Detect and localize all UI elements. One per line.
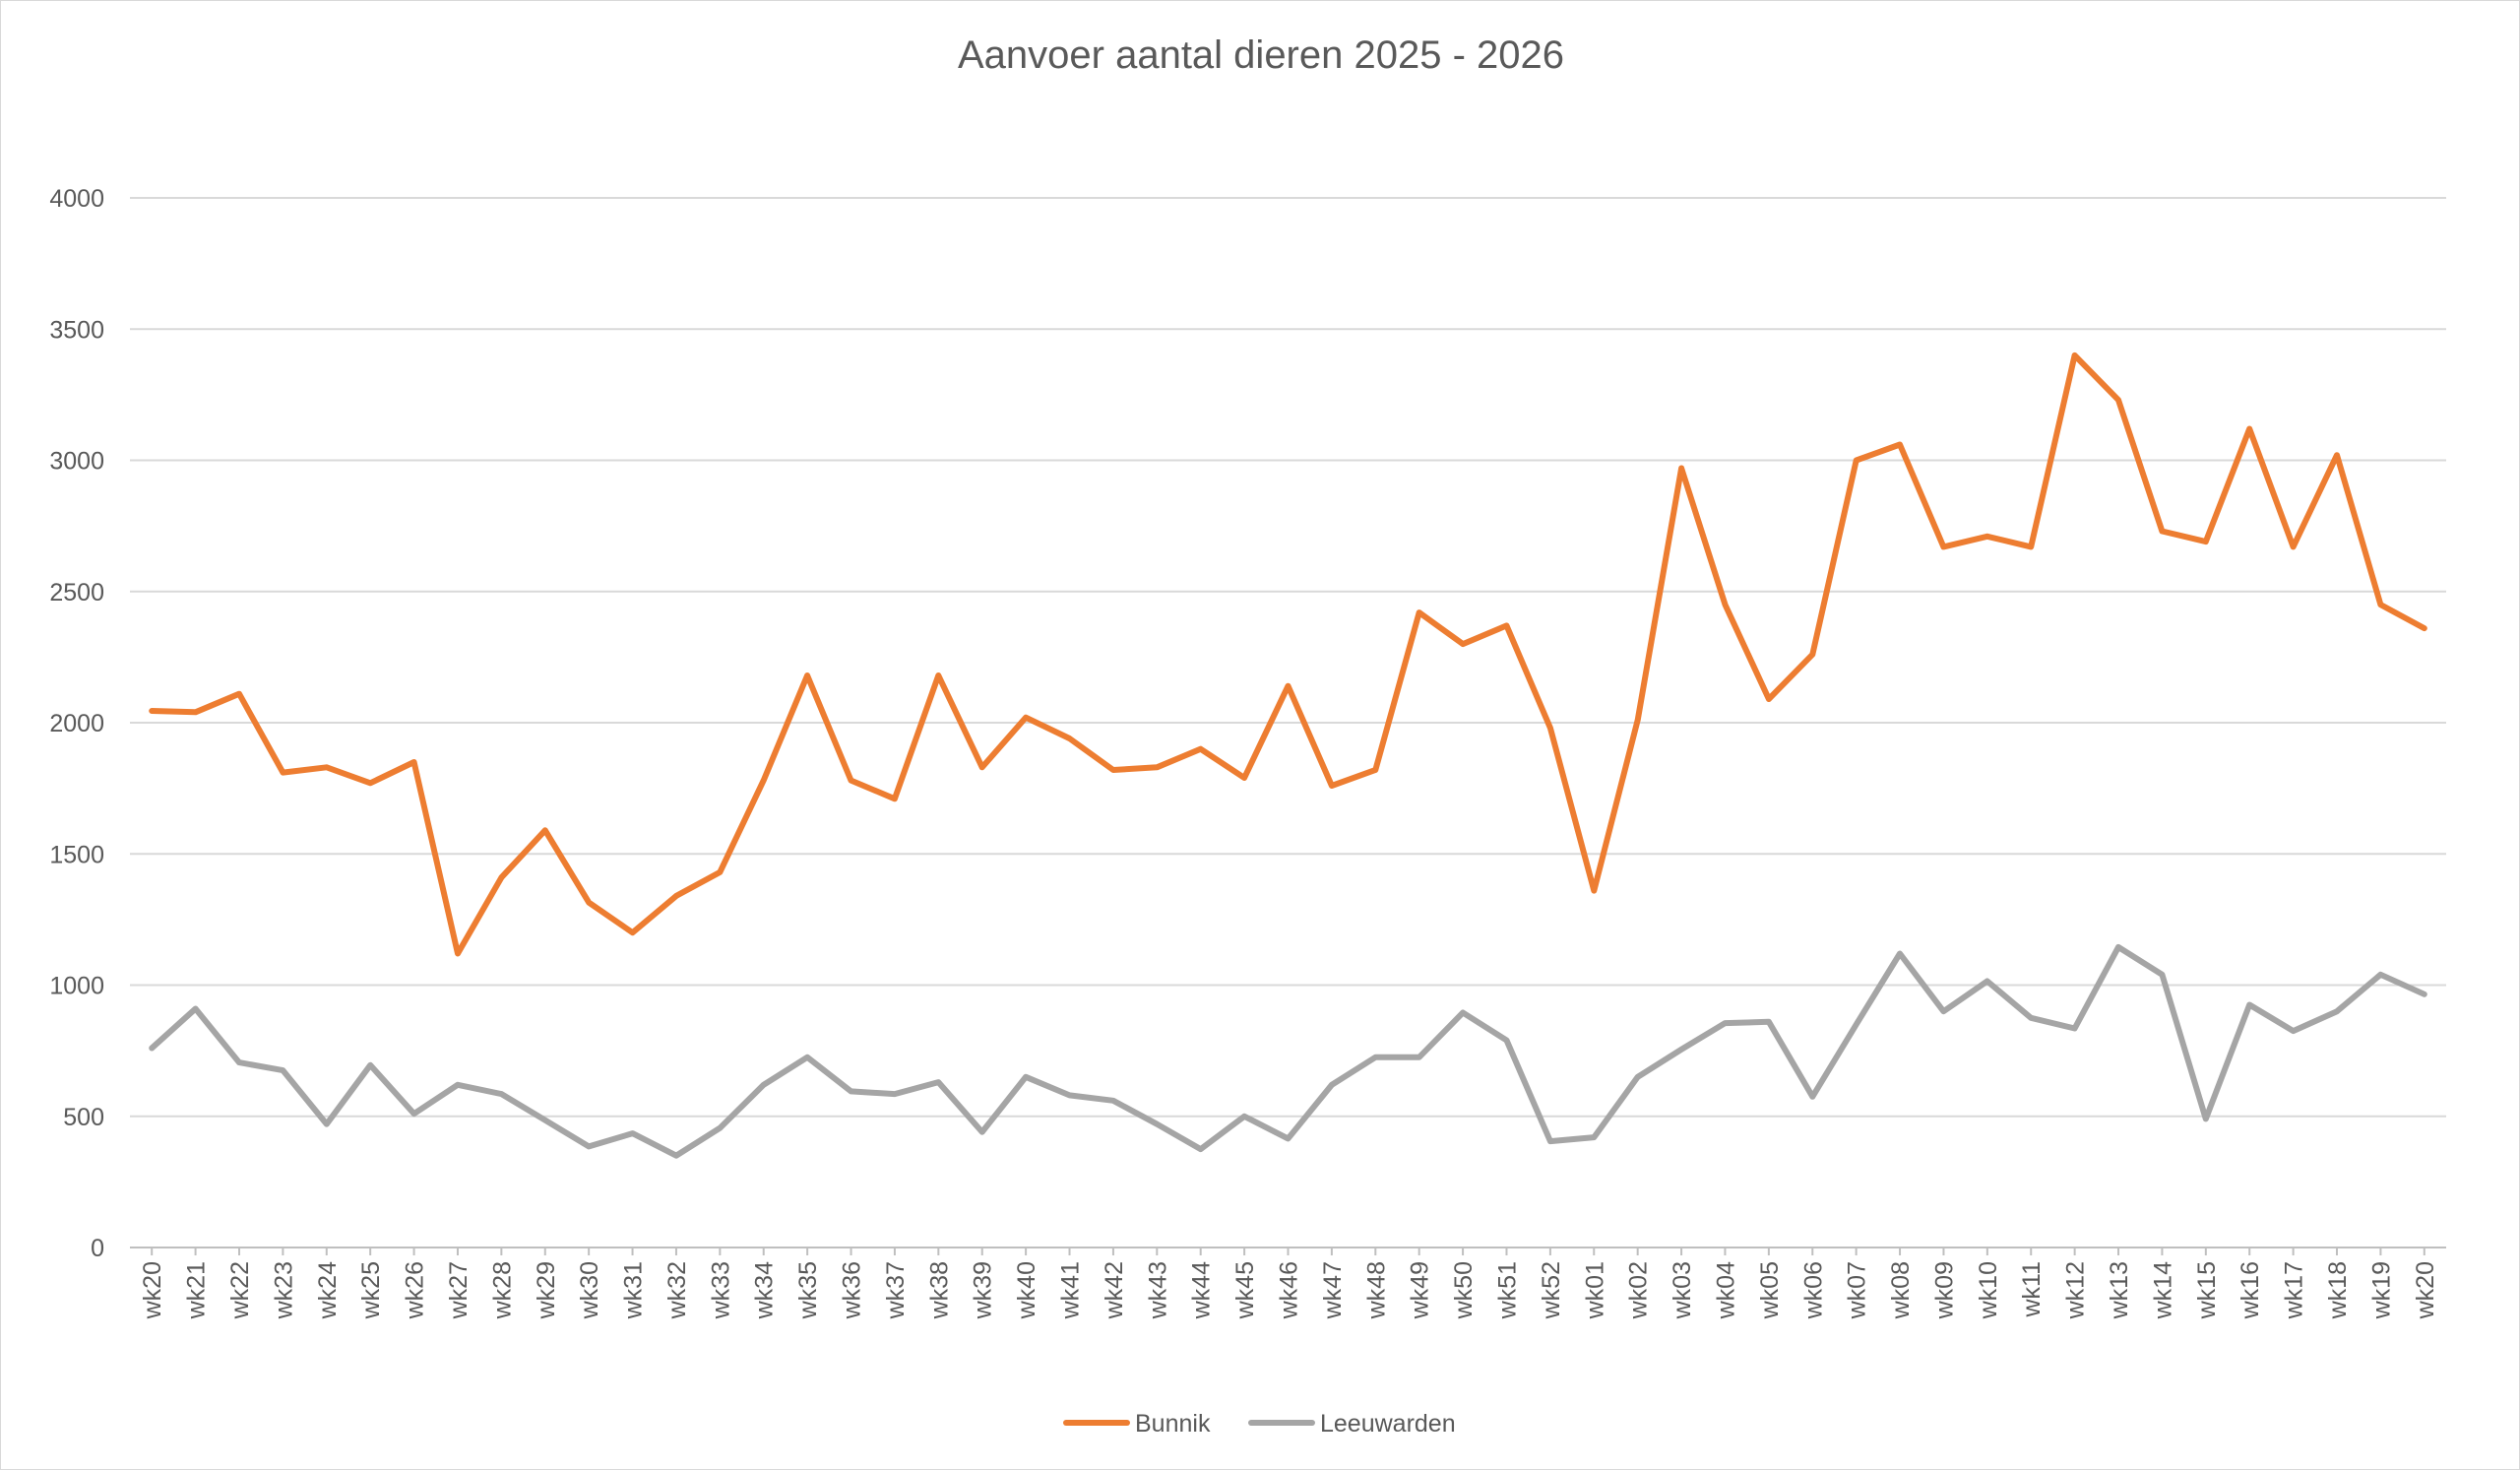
y-tick-label: 4000 xyxy=(49,185,104,213)
x-tick-label: wk03 xyxy=(1669,1261,1696,1319)
x-tick-label: wk41 xyxy=(1057,1261,1085,1319)
y-tick-label: 1500 xyxy=(49,841,104,868)
series-line-bunnik xyxy=(149,352,2427,957)
x-tick-label: wk22 xyxy=(226,1261,254,1319)
x-axis-ticks: wk20 wk21 wk22 wk23 wk24 wk25 wk26 wk27 wk28 wk29… xyxy=(139,1247,2439,1319)
x-tick-label: wk13 xyxy=(2106,1261,2133,1319)
x-tick-label: wk16 xyxy=(2236,1261,2264,1319)
gridlines xyxy=(130,197,2446,1248)
x-tick-label: wk11 xyxy=(2018,1261,2046,1318)
legend: Bunnik Leeuwarden xyxy=(1063,1410,1456,1438)
x-tick-label: wk39 xyxy=(970,1261,997,1319)
y-tick-label: 1000 xyxy=(49,973,104,1000)
x-tick-label: wk37 xyxy=(882,1261,910,1319)
x-tick-label: wk35 xyxy=(794,1261,822,1319)
x-tick-label: wk27 xyxy=(445,1261,472,1319)
y-tick-label: 3500 xyxy=(49,316,104,344)
x-tick-label: wk31 xyxy=(620,1261,648,1319)
x-tick-label: wk24 xyxy=(314,1261,342,1319)
x-tick-label: wk48 xyxy=(1362,1261,1390,1319)
x-tick-label: wk17 xyxy=(2281,1261,2308,1319)
x-tick-label: wk52 xyxy=(1538,1261,1565,1319)
y-tick-label: 0 xyxy=(91,1235,104,1262)
y-tick-label: 500 xyxy=(63,1104,104,1131)
x-tick-label: wk02 xyxy=(1625,1261,1653,1319)
x-tick-label: wk10 xyxy=(1975,1261,2002,1319)
y-tick-label: 2000 xyxy=(49,710,104,737)
x-tick-label: wk18 xyxy=(2324,1261,2352,1319)
x-tick-label: wk06 xyxy=(1799,1261,1827,1319)
x-tick-label: wk29 xyxy=(533,1261,560,1319)
y-tick-label: 3000 xyxy=(49,448,104,476)
x-tick-label: wk50 xyxy=(1450,1261,1478,1319)
x-tick-label: wk26 xyxy=(402,1261,429,1319)
x-tick-label: wk30 xyxy=(576,1261,603,1319)
y-axis-ticks: 0 500 1000 1500 2000 2500 3000 3500 4000 xyxy=(49,185,104,1262)
x-tick-label: wk04 xyxy=(1712,1261,1739,1319)
x-tick-label: wk01 xyxy=(1581,1261,1608,1319)
x-tick-label: wk14 xyxy=(2149,1261,2176,1319)
series-line-leeuwarden xyxy=(149,943,2427,1159)
x-tick-label: wk20 xyxy=(139,1261,166,1319)
x-tick-label: wk40 xyxy=(1013,1261,1040,1319)
x-tick-label: wk33 xyxy=(707,1261,734,1319)
x-tick-label: wk34 xyxy=(751,1261,779,1319)
x-tick-label: wk38 xyxy=(925,1261,953,1319)
x-tick-label: wk12 xyxy=(2062,1261,2090,1319)
legend-label-bunnik: Bunnik xyxy=(1135,1410,1211,1438)
x-tick-label: wk46 xyxy=(1276,1261,1303,1319)
chart-title: Aanvoer aantal dieren 2025 - 2026 xyxy=(958,33,1564,77)
x-tick-label: wk15 xyxy=(2193,1261,2221,1319)
legend-label-leeuwarden: Leeuwarden xyxy=(1320,1410,1456,1438)
x-tick-label: wk05 xyxy=(1756,1261,1784,1319)
x-tick-label: wk08 xyxy=(1887,1261,1915,1319)
x-tick-label: wk21 xyxy=(183,1261,211,1319)
x-tick-label: wk44 xyxy=(1188,1261,1216,1319)
x-tick-label: wk43 xyxy=(1144,1261,1171,1319)
x-tick-label: wk42 xyxy=(1101,1261,1128,1319)
x-tick-label: wk20 xyxy=(2412,1261,2439,1319)
series-lines xyxy=(149,352,2427,1159)
x-tick-label: wk09 xyxy=(1930,1261,1958,1319)
x-tick-label: wk49 xyxy=(1407,1261,1434,1319)
y-tick-label: 2500 xyxy=(49,579,104,607)
x-tick-label: wk25 xyxy=(357,1261,385,1319)
x-tick-label: wk28 xyxy=(488,1261,516,1319)
x-tick-label: wk19 xyxy=(2367,1261,2395,1319)
x-tick-label: wk07 xyxy=(1844,1261,1871,1319)
x-tick-label: wk51 xyxy=(1493,1261,1521,1319)
x-tick-label: wk45 xyxy=(1231,1261,1259,1319)
x-tick-label: wk32 xyxy=(663,1261,691,1319)
x-tick-label: wk23 xyxy=(270,1261,297,1319)
x-tick-label: wk36 xyxy=(839,1261,866,1319)
x-tick-label: wk47 xyxy=(1319,1261,1347,1319)
